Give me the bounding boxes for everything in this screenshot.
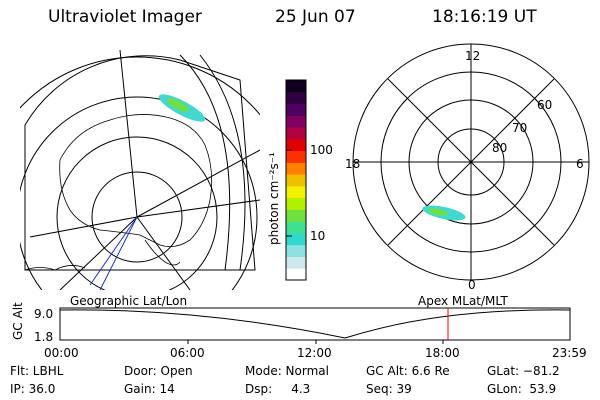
- colorbar-tick-100: 100: [310, 143, 333, 157]
- info-glat: GLat: −81.2: [487, 364, 560, 378]
- date-label: 25 Jun 07: [275, 7, 356, 27]
- info-mode: Mode: Normal: [245, 364, 329, 378]
- info-flt: Flt: LBHL: [10, 364, 64, 378]
- colorbar-band: [286, 209, 306, 222]
- lat-label-60: 60: [537, 98, 552, 112]
- colorbar-band: [286, 138, 306, 152]
- y-tick-9: 9.0: [34, 307, 53, 321]
- meridian-line: [136, 149, 260, 218]
- lat-circle: [91, 171, 183, 263]
- x-tick-1200: 12:00: [297, 346, 332, 360]
- colorbar-band: [286, 115, 306, 128]
- colorbar-label: photon cm⁻²s⁻¹: [267, 152, 281, 245]
- lat-circle: [20, 56, 260, 116]
- aurora-emission: [158, 94, 206, 122]
- colorbar-band: [286, 221, 306, 234]
- colorbar-band: [286, 150, 306, 163]
- altitude-curve: [59, 309, 571, 339]
- lat-label-70: 70: [512, 121, 527, 135]
- time-label: 18:16:19 UT: [432, 7, 537, 27]
- info-door: Door: Open: [124, 364, 193, 378]
- info-gcalt: GC Alt: 6.6 Re: [366, 364, 450, 378]
- colorbar-band: [286, 244, 306, 257]
- info-dsp: Dsp: 4.3: [245, 382, 311, 396]
- info-seq: Seq: 39: [366, 382, 412, 396]
- x-tick-0000: 00:00: [44, 346, 79, 360]
- lat-circle: [20, 96, 258, 290]
- meridian-line: [136, 216, 191, 290]
- trace-line: [99, 216, 138, 290]
- colorbar-band: [286, 91, 306, 105]
- left-panel-label: Geographic Lat/Lon: [70, 294, 188, 308]
- trace-line: [89, 216, 138, 286]
- colorbar-band: [286, 127, 306, 140]
- colorbar-band: [286, 185, 306, 199]
- meridian-line: [136, 199, 260, 218]
- app-title: Ultraviolet Imager: [48, 7, 202, 27]
- colorbar-band: [286, 162, 306, 175]
- meridian-line: [29, 216, 138, 238]
- mlt-label-12: 12: [465, 49, 480, 63]
- colorbar-band: [286, 256, 306, 269]
- colorbar-band: [286, 80, 306, 93]
- colorbar-band: [286, 268, 306, 281]
- mlt-label-6: 6: [576, 157, 584, 171]
- x-tick-1800: 18:00: [425, 346, 460, 360]
- meridian-line: [59, 216, 138, 290]
- colorbar-tick-10: 10: [310, 229, 325, 243]
- gc-alt-axis-label: GC Alt: [11, 302, 25, 340]
- mlt-label-0: 0: [468, 278, 476, 292]
- colorbar-band: [286, 103, 306, 116]
- aurora-emission-polar: [422, 205, 466, 221]
- info-glon: GLon: 53.9: [487, 382, 557, 396]
- info-ip: IP: 36.0: [10, 382, 56, 396]
- colorbar-band: [286, 197, 306, 210]
- x-tick-2359: 23:59: [552, 346, 587, 360]
- meridian-line: [119, 49, 138, 218]
- y-tick-1-8: 1.8: [34, 330, 53, 344]
- lat-circle: [56, 136, 218, 290]
- right-panel-label: Apex MLat/MLT: [418, 294, 508, 308]
- x-tick-0600: 06:00: [170, 346, 205, 360]
- info-gain: Gain: 14: [124, 382, 175, 396]
- colorbar-band: [286, 174, 306, 187]
- lat-label-80: 80: [492, 141, 507, 155]
- mlt-label-18: 18: [345, 157, 360, 171]
